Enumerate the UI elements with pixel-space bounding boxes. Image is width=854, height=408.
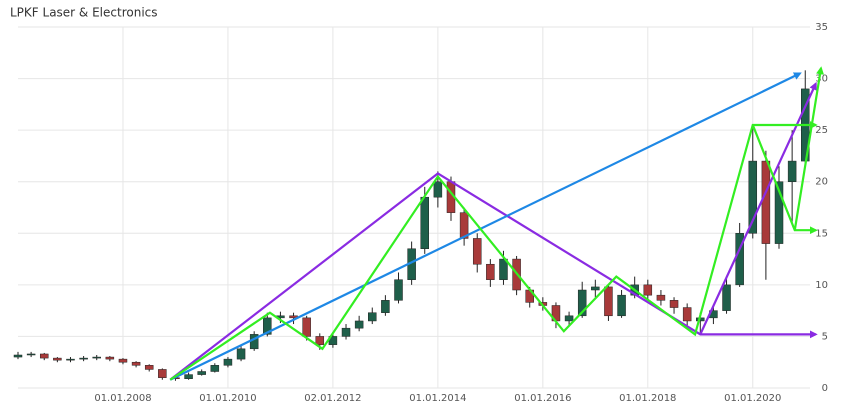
candle-body [682, 307, 692, 322]
x-tick-label: 01.01.2014 [409, 393, 466, 404]
y-tick-label: 30 [815, 74, 828, 85]
candle-body [459, 212, 469, 239]
candle-body [144, 365, 154, 370]
candle-body [617, 294, 626, 317]
candle-body [564, 315, 574, 322]
y-tick-label: 0 [822, 383, 828, 394]
candle-body [131, 361, 141, 366]
candle-body [486, 263, 495, 280]
x-tick-label: 01.01.2010 [199, 393, 256, 404]
candle-body [499, 258, 508, 280]
candle-body [656, 294, 666, 301]
trend-annotation [169, 72, 802, 381]
y-tick-label: 15 [815, 228, 828, 239]
candle-body [577, 289, 587, 317]
candle-body [354, 320, 364, 329]
candle-body [761, 160, 771, 244]
x-tick-label: 01.01.2020 [724, 393, 781, 404]
y-tick-label: 5 [822, 331, 828, 342]
trend-annotation [169, 120, 818, 381]
y-tick-label: 35 [815, 22, 828, 33]
candle-body [433, 181, 443, 198]
y-tick-label: 10 [815, 280, 828, 291]
candle-body [420, 196, 429, 250]
candle-body [302, 317, 311, 337]
candle-body [210, 365, 220, 372]
candle-body [158, 369, 167, 378]
chart-title: LPKF Laser & Electronics [10, 6, 158, 20]
candle-body [66, 358, 75, 361]
candle-body [26, 353, 36, 356]
candle-body [315, 336, 325, 345]
candle-body [184, 374, 193, 379]
candle-body [748, 160, 758, 234]
x-tick-label: 01.01.2018 [619, 393, 676, 404]
candle-body [774, 181, 784, 244]
candle-body [79, 357, 88, 360]
candle-body [92, 356, 101, 359]
candle-body [53, 357, 62, 361]
candle-body [787, 160, 797, 182]
candle-body [223, 358, 233, 366]
trend-annotation [169, 172, 818, 381]
candle-body [341, 327, 351, 337]
candle-body [118, 358, 128, 363]
trend-annotation [793, 66, 824, 231]
y-tick-label: 25 [815, 125, 828, 136]
candle-body [13, 354, 23, 358]
candle-body [643, 284, 653, 296]
candle-body [591, 286, 600, 291]
candle-body [105, 356, 115, 360]
candle-body [236, 348, 246, 360]
candle-body [197, 371, 206, 375]
x-tick-label: 01.01.2016 [514, 393, 571, 404]
x-tick-label: 02.01.2012 [304, 393, 361, 404]
candle-body [381, 300, 390, 313]
candle-body [263, 317, 272, 335]
candle-body [39, 353, 49, 359]
candle-body [669, 300, 679, 308]
y-tick-label: 20 [815, 177, 828, 188]
candle-body [472, 238, 482, 265]
candle-body [722, 284, 731, 311]
candle-body [394, 279, 403, 301]
candle-body [368, 312, 377, 322]
x-tick-label: 01.01.2008 [94, 393, 151, 404]
candle-body [604, 286, 613, 317]
